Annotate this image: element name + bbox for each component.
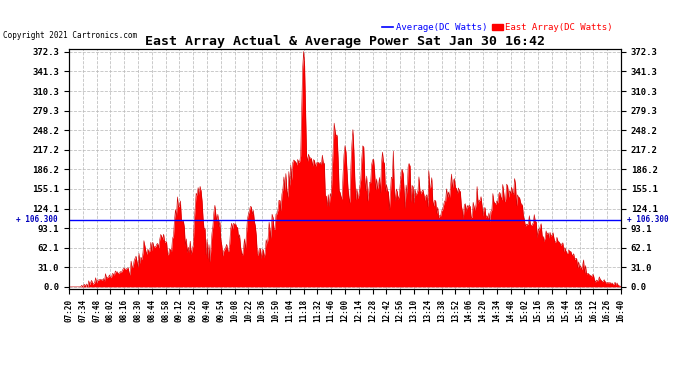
Text: + 106.300: + 106.300	[17, 215, 58, 224]
Text: Copyright 2021 Cartronics.com: Copyright 2021 Cartronics.com	[3, 30, 137, 39]
Title: East Array Actual & Average Power Sat Jan 30 16:42: East Array Actual & Average Power Sat Ja…	[145, 34, 545, 48]
Text: + 106.300: + 106.300	[627, 215, 668, 224]
Legend: Average(DC Watts), East Array(DC Watts): Average(DC Watts), East Array(DC Watts)	[379, 20, 616, 36]
